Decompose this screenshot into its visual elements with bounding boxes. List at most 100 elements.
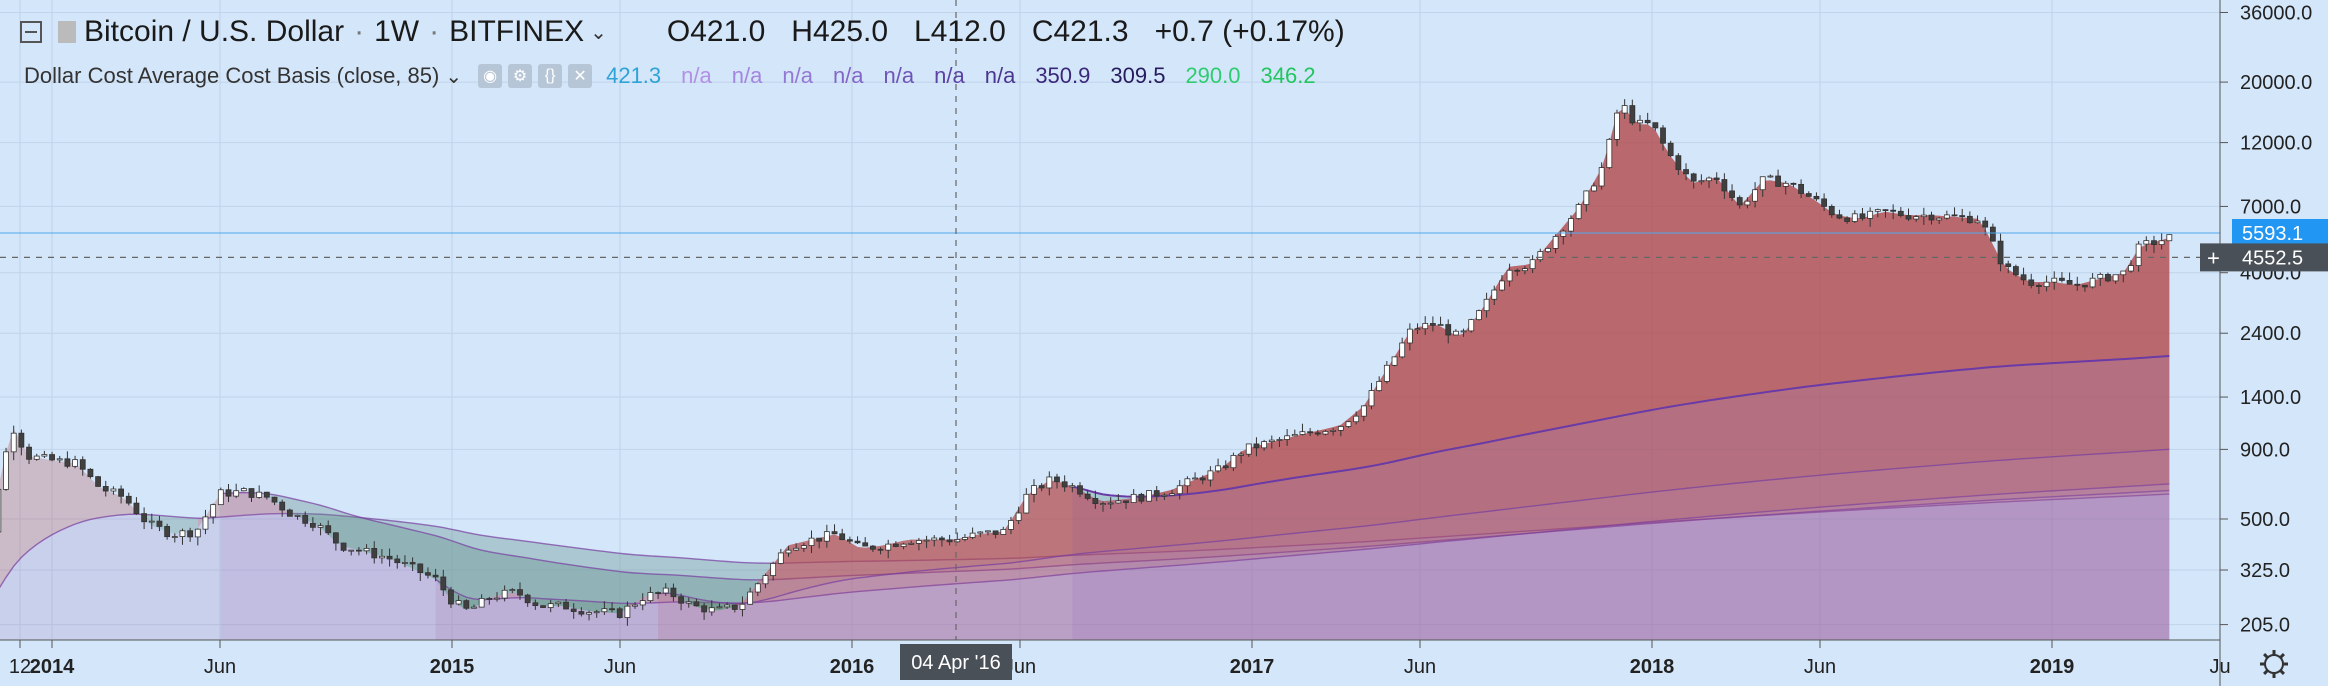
candle-body [2158, 240, 2165, 245]
candle-body [793, 547, 800, 551]
source-code-icon[interactable]: {} [538, 64, 563, 88]
ohlc-readout: O421.0 H425.0 L412.0 C421.3 +0.7 (+0.17%… [667, 15, 1345, 49]
y-tick-label: 1400.0 [2240, 387, 2301, 409]
candle-body [3, 451, 9, 490]
candle-body [1322, 431, 1329, 435]
chevron-down-icon[interactable]: ⌄ [445, 65, 463, 88]
indicator-value: 350.9 [1035, 63, 1091, 88]
candle-body [1483, 298, 1490, 312]
candle-body [862, 542, 869, 547]
candle-body [1752, 189, 1758, 202]
y-tick-label: 205.0 [2240, 615, 2290, 637]
candle-body [148, 520, 155, 523]
candle-body [225, 489, 232, 497]
y-tick-label: 500.0 [2240, 509, 2290, 531]
candle-body [1414, 328, 1421, 331]
candle-body [992, 530, 999, 535]
dca-basis-fill [1072, 356, 2170, 640]
candle-body [1307, 431, 1314, 434]
candle-body [256, 491, 263, 498]
close-icon[interactable]: ✕ [568, 64, 593, 88]
candle-body [217, 489, 224, 506]
candle-body [1207, 470, 1214, 481]
x-tick-label: 2015 [430, 656, 475, 678]
candle-body [1690, 173, 1697, 182]
crosshair-price-label: 4552.5 [2242, 247, 2303, 269]
candle-body [1698, 180, 1705, 183]
candle-body [563, 601, 569, 610]
candle-body [662, 587, 669, 594]
candle-body [578, 611, 585, 615]
y-tick-label: 2400.0 [2240, 323, 2301, 345]
candle-body [1721, 179, 1728, 192]
candle-body [1798, 183, 1804, 194]
indicator-value: n/a [934, 63, 965, 88]
candle-body [1238, 453, 1244, 456]
candle-body [1660, 127, 1666, 144]
candle-body [808, 537, 815, 546]
candle-body [1936, 217, 1943, 221]
candle-body [379, 555, 385, 559]
candle-body [509, 589, 516, 591]
candle-body [1637, 119, 1643, 124]
candle-body [1115, 500, 1122, 504]
candle-body [1821, 198, 1828, 207]
candle-body [1330, 429, 1337, 432]
candle-body [1951, 214, 1958, 217]
candle-body [2082, 284, 2088, 288]
candle-body [1130, 493, 1137, 503]
exchange-logo-icon [58, 21, 76, 43]
indicator-name[interactable]: Dollar Cost Average Cost Basis (close, 8… [24, 63, 440, 88]
dca-basis-line [1072, 355, 2170, 498]
chevron-down-icon[interactable]: ⌄ [590, 21, 607, 44]
gear-tooth [2263, 669, 2269, 675]
candle-body [1759, 176, 1766, 191]
symbol-name[interactable]: Bitcoin / U.S. Dollar [84, 15, 345, 48]
candle-body [1782, 182, 1789, 187]
candle-body [0, 488, 2, 533]
candle-body [593, 611, 600, 614]
y-tick-label: 12000.0 [2240, 133, 2312, 155]
candle-body [754, 583, 761, 593]
indicator-value: n/a [782, 63, 813, 88]
eye-icon[interactable]: ◉ [478, 64, 503, 88]
candle-body [432, 574, 439, 578]
gear-icon[interactable] [2260, 650, 2288, 678]
gear-icon[interactable]: ⚙ [508, 64, 533, 88]
candle-body [125, 495, 132, 504]
candle-body [1023, 493, 1030, 514]
candle-body [1299, 431, 1306, 435]
candle-body [171, 536, 178, 538]
candle-body [1982, 220, 1989, 228]
candle-body [1399, 342, 1406, 358]
candle-body [1499, 280, 1505, 291]
candle-body [954, 539, 961, 543]
candle-body [1268, 439, 1275, 442]
candle-body [2097, 274, 2104, 279]
price-axis: 205.0325.0500.0900.01400.02400.04000.070… [2200, 0, 2328, 686]
y-tick-label: 36000.0 [2240, 2, 2312, 24]
candle-body [747, 591, 754, 605]
candle-body [1621, 105, 1628, 114]
candle-body [41, 454, 48, 457]
dca-band-below [435, 579, 735, 614]
candle-body [2112, 274, 2119, 282]
candle-body [371, 548, 378, 559]
candle-body [1529, 259, 1536, 270]
candle-body [233, 490, 240, 497]
dca-band-above [1133, 108, 2170, 498]
candle-body [1261, 441, 1268, 449]
candle-body [1943, 214, 1950, 219]
interval[interactable]: 1W [374, 15, 420, 48]
candle-body [2066, 280, 2073, 285]
exchange[interactable]: BITFINEX [449, 15, 585, 48]
candle-body [1537, 251, 1544, 261]
crosshair-date-tag [900, 644, 1012, 680]
candle-body [1997, 240, 2004, 265]
candle-body [1429, 323, 1436, 326]
collapse-icon[interactable] [20, 21, 42, 43]
candle-body [701, 605, 708, 613]
candle-body [49, 454, 55, 461]
